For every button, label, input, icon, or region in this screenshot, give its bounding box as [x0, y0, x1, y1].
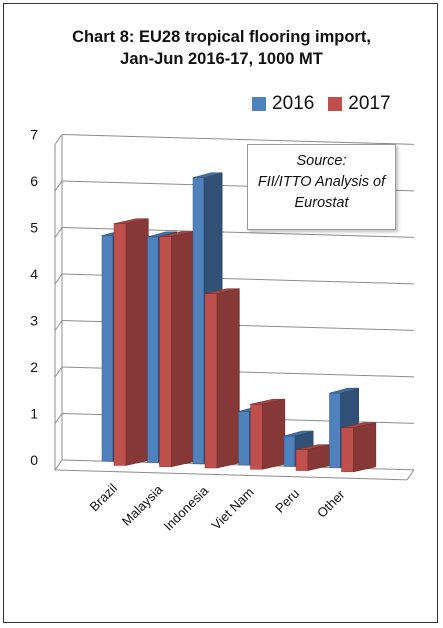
bar-2017-viet-nam — [250, 398, 286, 470]
gridline — [61, 134, 415, 145]
bar-front — [283, 435, 296, 467]
bar-side — [125, 218, 149, 466]
gridline-side — [54, 227, 63, 238]
bar-front — [192, 177, 205, 464]
x-tick-label: Viet Nam — [208, 484, 256, 532]
bar-2017-brazil — [113, 218, 149, 466]
floor-edge — [406, 469, 415, 481]
source-line-3: Eurostat — [294, 195, 349, 211]
bar-front — [159, 236, 172, 467]
bar-top — [147, 231, 177, 238]
bar-top — [113, 218, 149, 224]
x-tick-label: Peru — [272, 486, 302, 516]
gridline-side — [54, 459, 63, 471]
bars — [101, 172, 377, 473]
source-line-1: Source: — [296, 153, 347, 169]
x-tick-label: Malaysia — [119, 481, 166, 528]
x-axis — [54, 469, 408, 481]
chart-title-line-1: Chart 8: EU28 tropical flooring import, — [72, 28, 371, 46]
y-tick-label: 6 — [30, 173, 38, 189]
legend-label-2016: 2016 — [272, 93, 315, 114]
bar-front — [147, 236, 159, 463]
bar-top — [283, 430, 314, 437]
y-tick-label: 3 — [30, 313, 38, 329]
gridline-side — [54, 273, 63, 285]
y-tick-label: 5 — [30, 220, 38, 236]
bar-2017-peru — [295, 444, 331, 471]
gridline-side — [54, 320, 63, 331]
bar-2017-indonesia — [204, 288, 240, 469]
bar-2017-malaysia — [159, 231, 195, 468]
bar-front — [329, 392, 341, 468]
gridline-side — [54, 180, 63, 192]
bar-front — [238, 411, 250, 466]
gridline-side — [54, 134, 63, 145]
y-tick-label: 2 — [30, 359, 38, 375]
chart-title-line-2: Jan-Jun 2016-17, 1000 MT — [120, 50, 323, 68]
bar-front — [295, 449, 309, 471]
x-tick-label: Indonesia — [161, 483, 212, 534]
bar-2017-other — [341, 422, 377, 473]
legend-label-2017: 2017 — [348, 93, 391, 114]
legend: 2016 2017 — [252, 91, 405, 117]
bar-front — [113, 223, 127, 466]
legend-item-2016: 2016 — [252, 93, 314, 115]
legend-swatch-2017 — [328, 97, 343, 111]
bar-front — [341, 427, 354, 473]
source-annotation: Source: FII/ITTO Analysis of Eurostat — [247, 144, 396, 230]
bar-top — [204, 288, 240, 294]
y-tick-label: 1 — [30, 406, 38, 422]
y-tick-label: 7 — [30, 127, 38, 143]
bar-side — [216, 288, 240, 469]
x-tick-label: Brazil — [87, 481, 121, 515]
bar-top — [329, 387, 359, 394]
y-tick-label: 4 — [30, 266, 38, 282]
bar-front — [204, 293, 218, 469]
bar-top — [341, 422, 376, 428]
x-tick-label: Other — [314, 487, 348, 521]
y-tick-label: 0 — [30, 452, 38, 468]
bar-side — [353, 422, 377, 473]
chart-title: Chart 8: EU28 tropical flooring import, … — [0, 26, 443, 70]
gridline-side — [54, 366, 63, 378]
bar-front — [101, 235, 114, 462]
bar-front — [250, 403, 263, 470]
gridline-side — [54, 413, 63, 424]
bar-side — [262, 398, 286, 470]
source-line-2: FII/ITTO Analysis of — [257, 174, 386, 190]
legend-swatch-2016 — [252, 97, 266, 111]
bar-side — [171, 231, 195, 468]
legend-item-2017: 2017 — [328, 93, 391, 115]
bar-top — [250, 398, 285, 405]
bar-top — [192, 172, 223, 178]
